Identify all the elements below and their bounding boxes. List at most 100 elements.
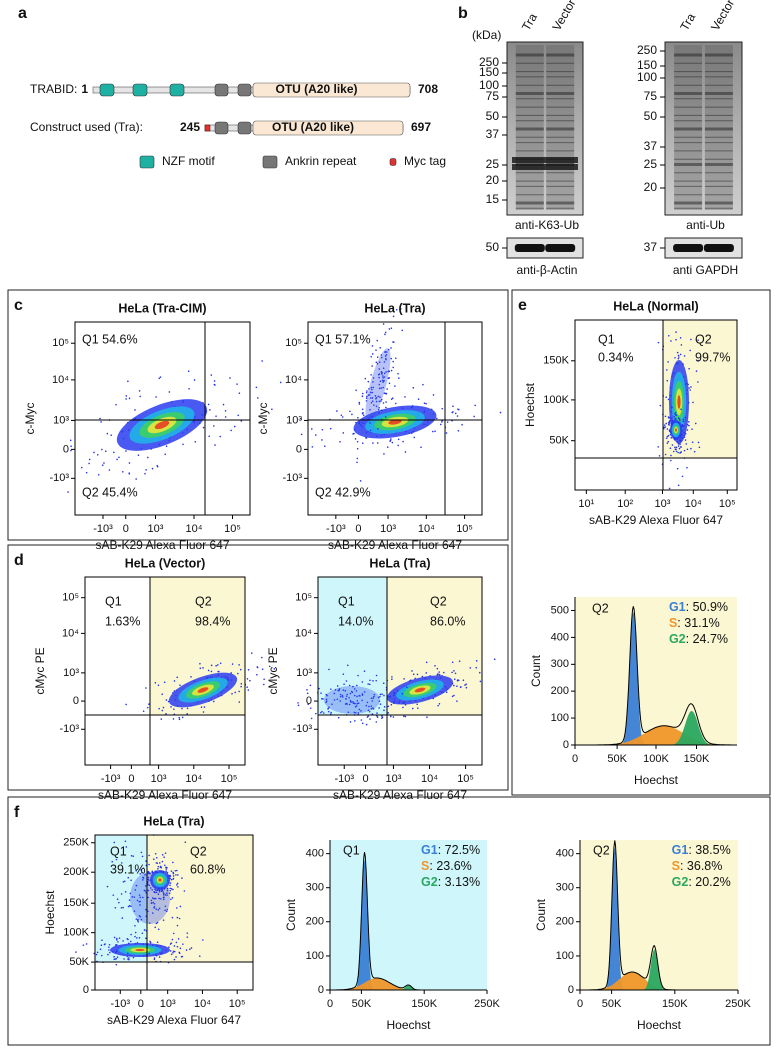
event-dot	[393, 692, 396, 694]
event-dot	[378, 373, 381, 375]
marker-label: 37	[644, 139, 658, 153]
event-dot	[378, 707, 380, 709]
event-dot	[353, 711, 356, 714]
event-dot	[342, 432, 345, 434]
event-dot	[146, 706, 149, 709]
event-dot	[693, 450, 696, 453]
density-layer	[388, 419, 402, 425]
event-dot	[432, 430, 434, 433]
event-dot	[441, 407, 444, 410]
event-dot	[680, 344, 683, 346]
event-dot	[122, 881, 125, 883]
event-dot	[389, 439, 392, 442]
event-dot	[677, 484, 680, 487]
event-dot	[340, 414, 343, 417]
event-dot	[113, 936, 116, 939]
event-dot	[118, 901, 120, 904]
event-dot	[127, 938, 129, 941]
event-dot	[382, 682, 385, 685]
x-tick-label: 10⁴	[185, 773, 202, 785]
event-dot	[190, 676, 192, 678]
event-dot	[371, 365, 373, 367]
event-dot	[257, 397, 259, 399]
x-tick-label: 250K	[474, 998, 500, 1010]
event-dot	[69, 439, 72, 442]
event-dot	[677, 451, 679, 454]
event-dot	[173, 958, 176, 961]
y-tick-label: 10⁴	[295, 627, 312, 639]
event-dot	[380, 400, 382, 402]
event-dot	[666, 369, 668, 371]
event-dot	[355, 690, 358, 692]
event-dot	[676, 441, 679, 443]
event-dot	[381, 715, 383, 717]
event-dot	[679, 451, 682, 454]
y-tick-label: 0	[306, 695, 312, 707]
event-dot	[382, 402, 385, 404]
event-dot	[659, 404, 662, 407]
density-cloud	[67, 360, 282, 496]
event-dot	[328, 668, 330, 671]
event-dot	[110, 434, 112, 437]
event-dot	[176, 676, 178, 679]
protein-name: Construct used (Tra):	[30, 120, 143, 134]
event-dot	[213, 700, 215, 703]
event-dot	[176, 945, 179, 948]
event-dot	[384, 355, 387, 357]
event-dot	[172, 888, 174, 891]
event-dot	[679, 353, 682, 356]
event-dot	[421, 675, 424, 678]
y-tick-label: -10³	[282, 472, 302, 484]
event-dot	[369, 429, 372, 432]
phase-value: : 24.7%	[686, 632, 728, 646]
event-dot	[358, 421, 361, 423]
density-cloud	[125, 652, 276, 721]
event-dot	[164, 453, 167, 456]
event-dot	[388, 328, 391, 330]
event-dot	[194, 441, 197, 443]
y-axis-label: Hoechst	[43, 890, 57, 935]
event-dot	[381, 373, 383, 375]
event-dot	[383, 453, 385, 455]
event-dot	[261, 668, 264, 671]
event-dot	[329, 427, 332, 430]
event-dot	[80, 466, 83, 469]
event-dot	[169, 943, 172, 945]
event-dot	[493, 658, 496, 661]
event-dot	[336, 410, 338, 412]
event-dot	[362, 414, 365, 417]
event-dot	[475, 660, 478, 662]
y-tick-label: 300	[556, 882, 574, 894]
y-tick-label: -10³	[59, 723, 79, 735]
event-dot	[165, 713, 167, 715]
event-dot	[352, 685, 354, 688]
ankyrin-repeat	[214, 83, 229, 97]
event-dot	[372, 708, 375, 710]
event-dot	[179, 947, 182, 950]
event-dot	[116, 956, 119, 958]
event-dot	[170, 870, 173, 872]
event-dot	[670, 436, 673, 439]
event-dot	[231, 692, 233, 695]
event-dot	[675, 331, 677, 333]
event-dot	[677, 417, 680, 419]
event-dot	[378, 406, 380, 409]
event-dot	[166, 892, 168, 894]
event-dot	[144, 890, 147, 892]
x-axis-label: Hoechst	[637, 1018, 682, 1032]
event-dot	[438, 671, 440, 673]
event-dot	[128, 957, 130, 959]
event-dot	[234, 691, 236, 694]
event-dot	[215, 664, 217, 667]
y-tick-label: 200	[306, 916, 324, 928]
event-dot	[107, 953, 109, 956]
marker-label: 25	[486, 157, 500, 171]
phase-stat: G1: 50.9%	[669, 600, 728, 614]
marker-label: 100	[479, 78, 499, 92]
event-dot	[358, 401, 361, 404]
x-tick-label: 0	[362, 773, 368, 785]
y-axis-label: c-Myc	[256, 403, 270, 435]
event-dot	[676, 351, 679, 354]
event-dot	[145, 687, 147, 689]
event-dot	[674, 448, 677, 451]
